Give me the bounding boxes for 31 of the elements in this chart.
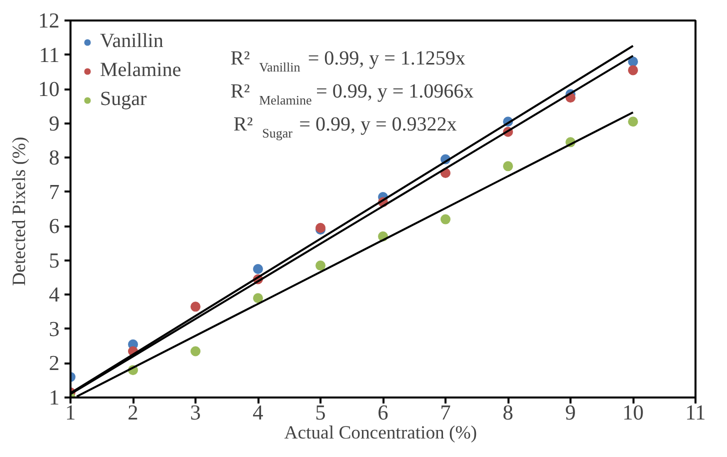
x-tick-label: 5 — [315, 400, 326, 424]
x-tick-label: 9 — [565, 400, 576, 424]
y-tick-label: 8 — [48, 146, 60, 170]
y-tick-label: 3 — [48, 316, 60, 341]
x-tick-label: 4 — [252, 400, 264, 424]
y-tick-label: 2 — [48, 351, 60, 376]
x-tick-label: 3 — [190, 400, 201, 424]
y-axis-title: Detected Pixels (%) — [9, 136, 30, 286]
x-tick-label: 11 — [685, 400, 706, 424]
y-tick-label: 5 — [48, 248, 60, 272]
annotation: R² Sugar = 0.99, y = 0.9322x — [234, 114, 457, 140]
x-axis-title: Actual Concentration (%) — [284, 422, 478, 444]
x-tick-label: 7 — [440, 400, 452, 424]
annotation: R² Vanillin = 0.99, y = 1.1259x — [230, 48, 466, 74]
x-tick-label: 6 — [378, 400, 389, 424]
y-tick-label: 6 — [48, 214, 60, 238]
y-tick-label: 12 — [38, 8, 60, 32]
x-tick-label: 8 — [502, 400, 514, 424]
x-tick-label: 2 — [128, 400, 138, 424]
y-tick-label: 7 — [48, 180, 60, 204]
x-tick-label: 1 — [65, 400, 76, 424]
annotation: R² Melamine = 0.99, y = 1.0966x — [230, 80, 474, 108]
legend-label: Vanillin — [100, 30, 164, 53]
y-tick-label: 10 — [38, 77, 60, 102]
y-tick-label: 9 — [48, 111, 60, 136]
y-tick-label: 4 — [48, 282, 60, 307]
y-tick-label: 1 — [48, 386, 60, 410]
legend-label: Melamine — [100, 59, 182, 82]
legend-label: Sugar — [100, 88, 147, 111]
x-tick-label: 10 — [622, 400, 644, 424]
y-tick-label: 11 — [38, 42, 60, 67]
